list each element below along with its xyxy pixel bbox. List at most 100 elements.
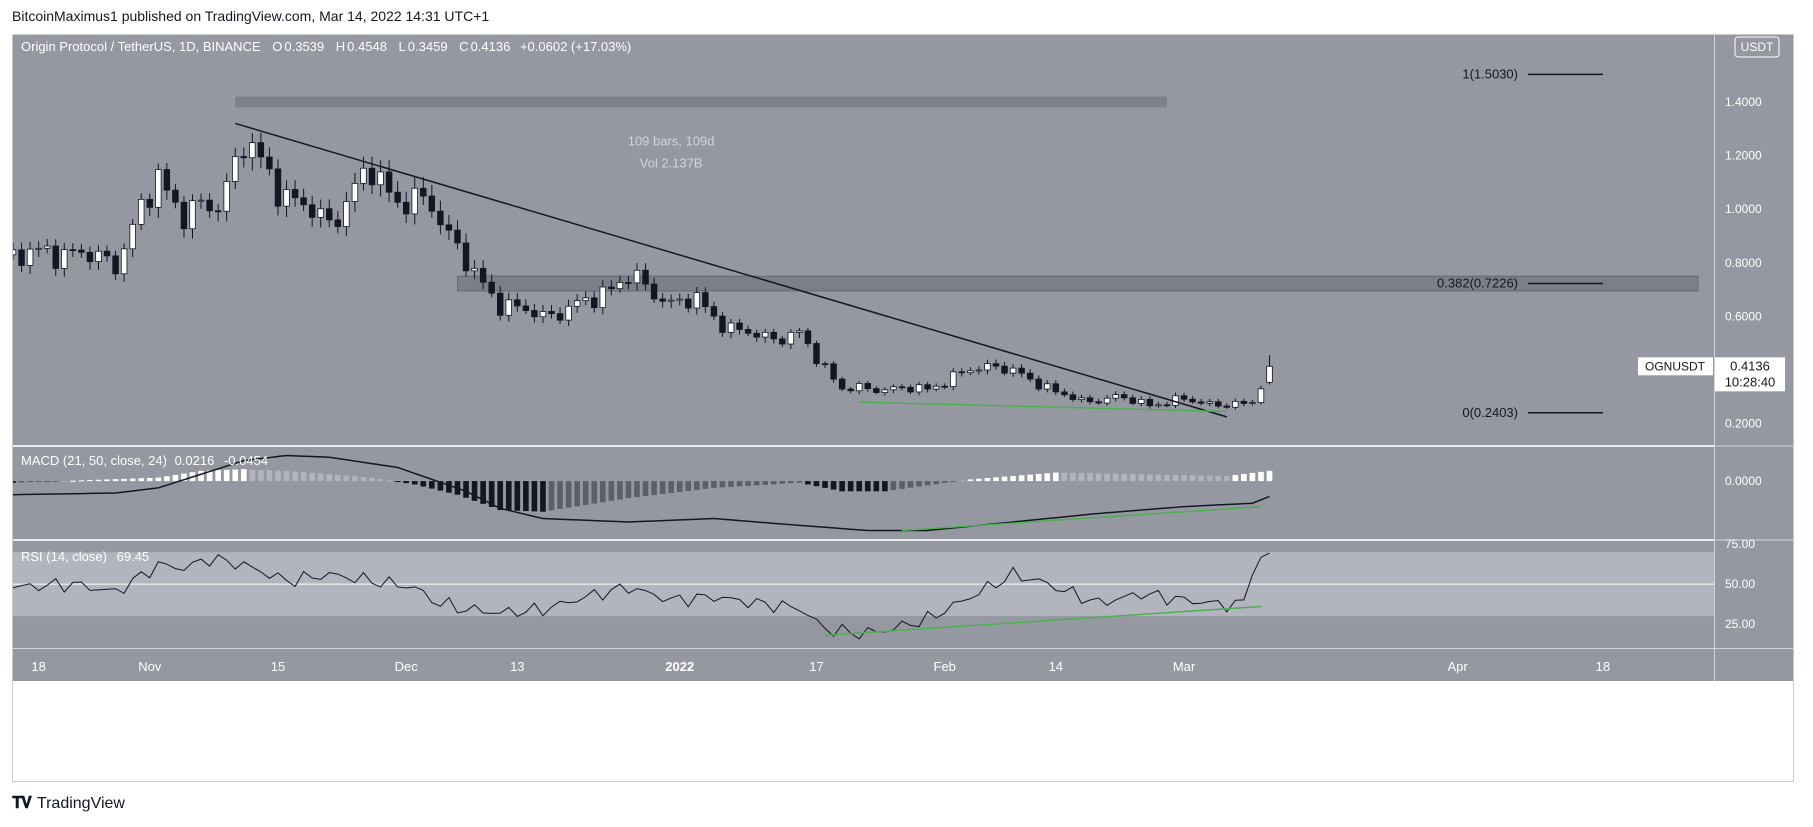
- rsi-line[interactable]: [13, 552, 1270, 640]
- macd-signal-line[interactable]: [13, 454, 1270, 532]
- time-tick-label: 17: [809, 659, 823, 674]
- candlestick-chart[interactable]: 109 bars, 109d Vol 2.137B 1.40001.20001.…: [13, 35, 1793, 781]
- tradingview-brand[interactable]: 𝐓𝐕 TradingView: [12, 795, 125, 813]
- candle-body: [1052, 383, 1060, 393]
- fib-retracement[interactable]: 1(1.5030) 0.382(0.7226) 0(0.2403): [1437, 66, 1603, 420]
- macd-histogram-bar: [745, 481, 751, 486]
- rsi-tick-label: 75.00: [1725, 537, 1755, 551]
- candle-body: [1129, 397, 1136, 404]
- rsi-tick-label: 25.00: [1725, 617, 1755, 631]
- last-price-label: 0.4136: [1730, 358, 1770, 373]
- macd-histogram-bar: [206, 470, 213, 482]
- resistance-zone[interactable]: [456, 275, 1699, 292]
- price-tick-label: 0.8000: [1725, 256, 1762, 270]
- macd-histogram-bar: [181, 473, 187, 482]
- macd-histogram-bar: [514, 481, 521, 511]
- macd-histogram-bar: [446, 481, 452, 493]
- candle-body: [608, 286, 615, 290]
- high-label: H: [336, 39, 345, 54]
- macd-histogram-bar: [907, 481, 914, 488]
- candle-body: [1018, 367, 1025, 374]
- macd-histogram-bar: [693, 481, 700, 490]
- descending-trendline[interactable]: [235, 122, 1227, 418]
- candle-body: [317, 208, 324, 218]
- currency-button-bg[interactable]: [1734, 36, 1780, 58]
- macd-histogram-bar: [924, 481, 931, 486]
- candle-body: [86, 251, 94, 263]
- candle-body: [539, 311, 547, 318]
- macd-histogram-bar: [1087, 473, 1093, 482]
- macd-histogram-bar: [1147, 474, 1153, 482]
- macd-histogram-bar: [497, 481, 504, 511]
- measure-range-box[interactable]: [235, 96, 1167, 108]
- candle-body: [693, 292, 701, 309]
- tradingview-logo-icon: 𝐓𝐕: [12, 795, 32, 812]
- candle-body: [266, 156, 273, 170]
- candle-body: [915, 384, 923, 393]
- candle-body: [761, 331, 769, 338]
- price-axis[interactable]: [1715, 35, 1793, 648]
- candle-body: [898, 386, 906, 389]
- macd-histogram-bar: [950, 481, 957, 483]
- macd-histogram-bar: [753, 481, 760, 486]
- candle-body: [787, 331, 795, 345]
- macd-histogram-bar: [557, 481, 563, 510]
- macd-histogram-bar: [890, 481, 897, 491]
- macd-histogram-bar: [249, 469, 256, 482]
- macd-histogram-bar: [377, 479, 384, 482]
- candle-body: [26, 248, 34, 266]
- candle-body: [890, 386, 897, 391]
- macd-histogram-bar: [1266, 470, 1273, 482]
- macd-histogram-bar: [736, 481, 743, 487]
- macd-histogram-bar: [702, 481, 709, 489]
- time-tick-label: 15: [271, 659, 285, 674]
- macd-histogram-bar: [232, 469, 239, 482]
- candle-body: [856, 383, 863, 392]
- macd-histogram-bar: [403, 481, 410, 484]
- macd-histogram-bar: [676, 481, 683, 492]
- macd-histogram-bar: [326, 474, 333, 482]
- support-line[interactable]: [859, 401, 1227, 413]
- macd-histogram-bar: [523, 481, 529, 512]
- measure-bars-label: 109 bars, 109d: [628, 133, 715, 148]
- candle-body: [155, 169, 162, 208]
- macd-histogram-bar: [805, 481, 811, 485]
- candle-body: [975, 369, 983, 372]
- candle-body: [727, 322, 735, 333]
- time-tick-label: 2022: [665, 659, 694, 674]
- macd-histogram-bar: [112, 479, 119, 482]
- time-tick-label: 18: [1596, 659, 1610, 674]
- candle-body: [274, 168, 282, 207]
- macd-histogram-bar: [788, 481, 794, 484]
- publish-caption: BitcoinMaximus1 published on TradingView…: [12, 8, 490, 24]
- countdown-label: 10:28:40: [1725, 374, 1776, 389]
- candle-body: [69, 249, 77, 252]
- candle-body: [1035, 378, 1042, 390]
- candle-body: [1112, 394, 1119, 399]
- rsi-divergence-line[interactable]: [824, 605, 1262, 636]
- candle-body: [992, 363, 1000, 367]
- rsi-legend[interactable]: RSI (14, close) 69.45: [21, 549, 149, 564]
- macd-histogram-bar: [1181, 475, 1187, 482]
- macd-tick-label: 0.0000: [1725, 474, 1762, 488]
- macd-histogram-bar: [540, 481, 546, 512]
- macd-histogram-bar: [651, 481, 657, 496]
- candle-body: [736, 322, 743, 330]
- macd-histogram-bar: [634, 481, 640, 498]
- candle-body: [214, 210, 222, 213]
- macd-divergence-line[interactable]: [901, 505, 1262, 532]
- currency-button[interactable]: USDT: [1741, 40, 1774, 54]
- candle-body: [488, 281, 495, 294]
- macd-histogram-bar: [1241, 473, 1247, 482]
- candle-body: [1026, 372, 1034, 380]
- candle-body: [804, 330, 812, 344]
- macd-value-2: -0.0454: [224, 453, 268, 468]
- macd-histogram-bar: [104, 479, 110, 482]
- macd-histogram-bar: [642, 481, 649, 497]
- macd-histogram-bar: [1172, 474, 1179, 482]
- macd-legend[interactable]: MACD (21, 50, close, 24) 0.0216 -0.0454: [21, 453, 268, 468]
- time-axis[interactable]: [13, 649, 1793, 681]
- chart-legend[interactable]: Origin Protocol / TetherUS, 1D, BINANCE …: [21, 39, 631, 54]
- candle-body: [582, 297, 589, 302]
- macd-histogram-bar: [1164, 474, 1170, 482]
